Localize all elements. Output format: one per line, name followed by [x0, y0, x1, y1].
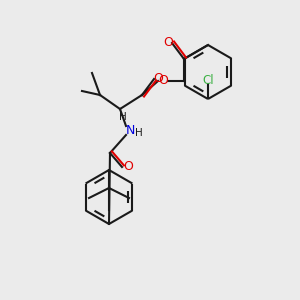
Text: O: O — [163, 35, 173, 49]
Text: N: N — [125, 124, 135, 137]
Text: O: O — [158, 74, 168, 88]
Text: Cl: Cl — [202, 74, 214, 86]
Text: H: H — [135, 128, 143, 138]
Text: O: O — [123, 160, 133, 173]
Text: H: H — [119, 112, 127, 122]
Text: O: O — [153, 71, 163, 85]
